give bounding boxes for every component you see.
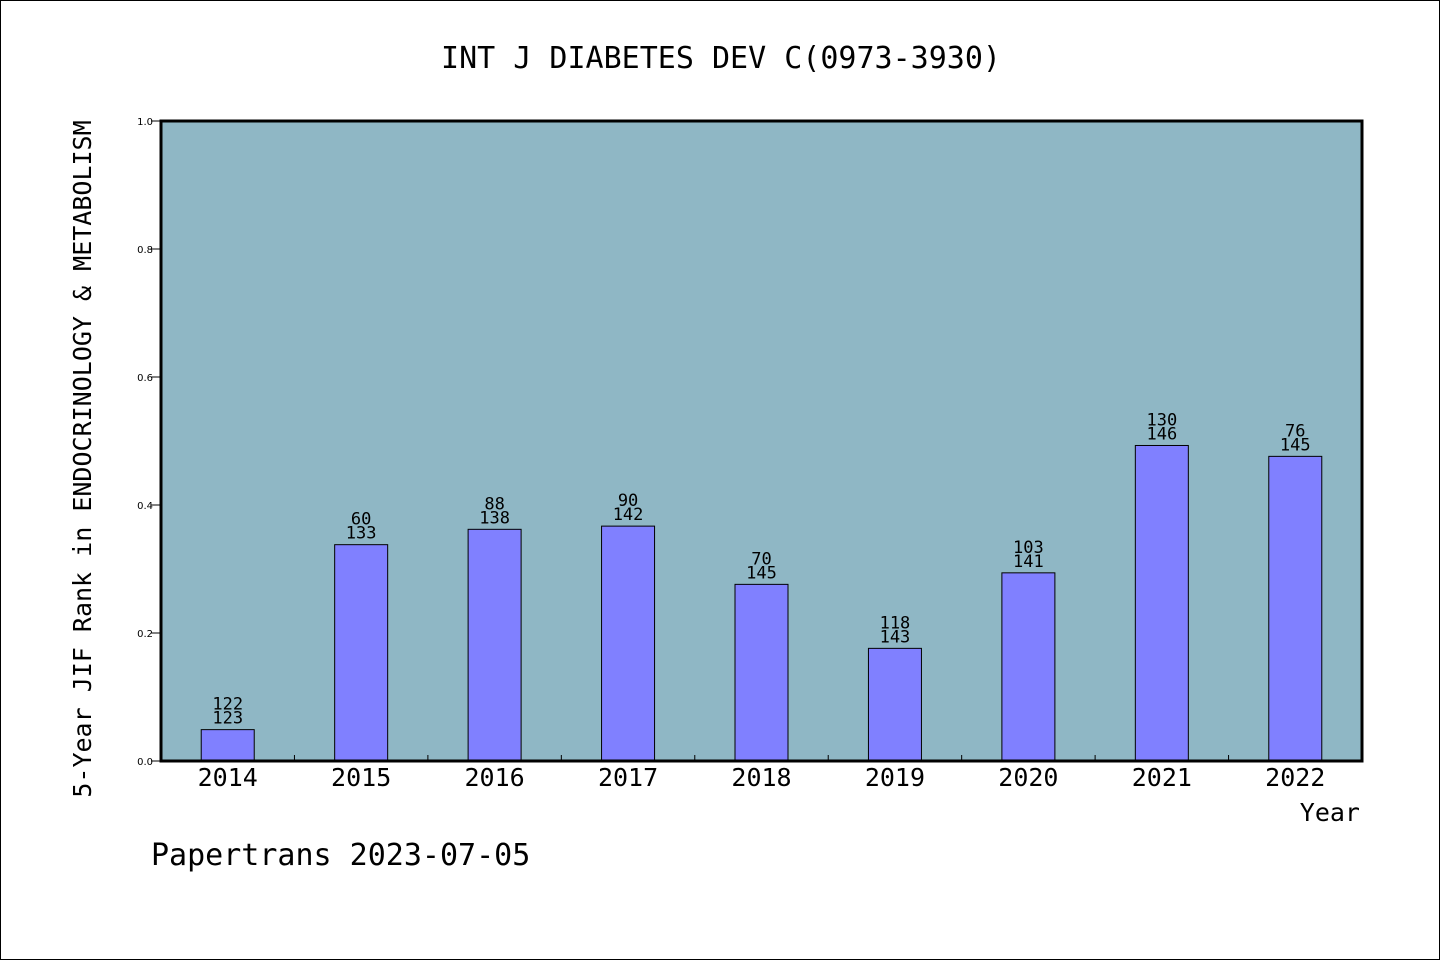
bars-layer (200, 444, 1323, 762)
data-label-rank-2018: 70 (751, 549, 771, 569)
y-tick-label-1: 0.2 (137, 629, 153, 640)
data-label-rank-2014: 122 (212, 695, 243, 715)
footer-credit: Papertrans 2023-07-05 (151, 838, 530, 873)
data-label-total-2020: 141 (1013, 552, 1044, 572)
bar-2018 (734, 583, 789, 762)
x-tick-label-2018: 2018 (731, 763, 791, 792)
data-label-rank-2015: 60 (351, 510, 371, 530)
data-labels-layer: 1221236013388138901427014511814310314113… (212, 410, 1310, 728)
x-axis: 2014 2015 2016 2017 2018 2019 2020 2021 2022 (198, 755, 1325, 792)
data-label-rank-2021: 130 (1146, 410, 1177, 430)
bar-2017 (601, 525, 656, 762)
bar-2020 (1001, 572, 1056, 762)
x-tick-label-2022: 2022 (1265, 763, 1325, 792)
bar-2015 (334, 544, 389, 762)
y-tick-label-0: 0.0 (137, 757, 153, 768)
data-label-total-2019: 143 (880, 627, 911, 647)
data-label-total-2021: 146 (1146, 424, 1177, 444)
bar-2022 (1268, 455, 1323, 762)
chart-title: INT J DIABETES DEV C(0973-3930) (441, 41, 1001, 76)
data-label-total-2016: 138 (479, 508, 510, 528)
data-label-rank-2019: 118 (880, 613, 911, 633)
bar-2019 (867, 647, 922, 762)
x-tick-label-2020: 2020 (998, 763, 1058, 792)
data-label-total-2014: 123 (212, 709, 243, 729)
data-label-rank-2020: 103 (1013, 538, 1044, 558)
x-tick-label-2014: 2014 (198, 763, 258, 792)
y-tick-label-2: 0.4 (137, 501, 153, 512)
data-label-total-2015: 133 (346, 524, 377, 544)
y-axis-label: 5-Year JIF Rank in ENDOCRINOLOGY & METAB… (68, 120, 97, 797)
x-tick-label-2017: 2017 (598, 763, 658, 792)
data-label-rank-2016: 88 (484, 494, 504, 514)
bar-2021 (1134, 444, 1189, 762)
y-axis: 0.0 0.2 0.4 0.6 0.8 1.0 (137, 117, 161, 768)
x-tick-label-2015: 2015 (331, 763, 391, 792)
y-tick-label-3: 0.6 (137, 373, 153, 384)
bar-2014 (200, 729, 255, 762)
x-tick-label-2016: 2016 (465, 763, 525, 792)
data-label-total-2022: 145 (1280, 435, 1311, 455)
plot-border (159, 119, 1364, 763)
y-tick-label-4: 0.8 (137, 245, 153, 256)
y-tick-label-5: 1.0 (137, 117, 153, 128)
bar-2016 (467, 528, 522, 762)
data-label-total-2018: 145 (746, 563, 777, 583)
data-label-total-2017: 142 (613, 505, 644, 525)
x-tick-label-2021: 2021 (1132, 763, 1192, 792)
x-axis-label: Year (1300, 798, 1360, 827)
data-label-rank-2022: 76 (1285, 421, 1305, 441)
x-tick-label-2019: 2019 (865, 763, 925, 792)
data-label-rank-2017: 90 (618, 491, 638, 511)
